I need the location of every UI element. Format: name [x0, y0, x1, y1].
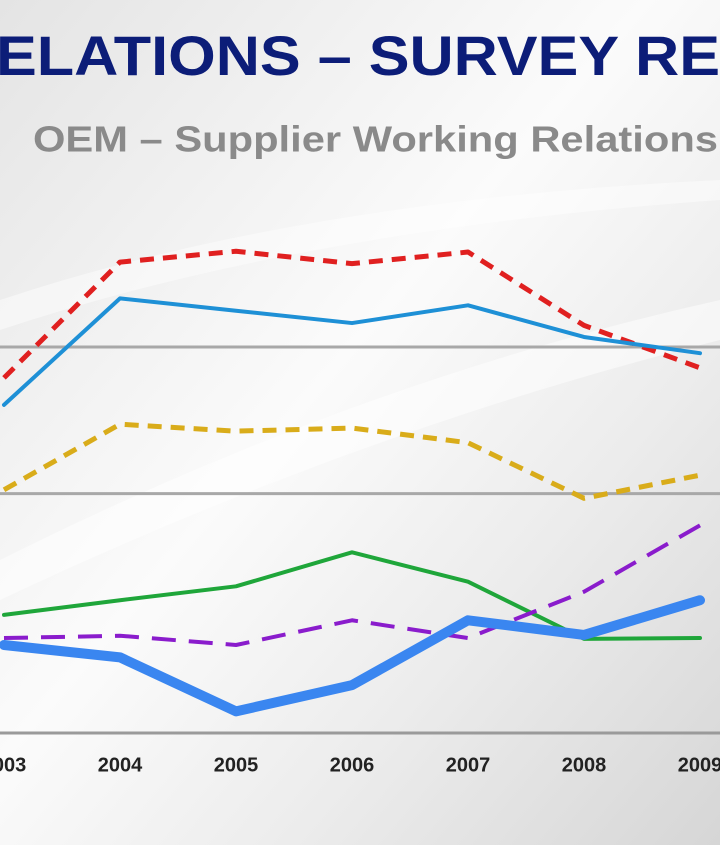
x-tick-label: 2009	[678, 754, 720, 776]
series-line	[3, 523, 701, 647]
x-tick-label: 2004	[98, 754, 143, 776]
x-tick-label: 2007	[446, 754, 491, 776]
x-tick-label: 2003	[0, 754, 26, 776]
background-streak	[0, 300, 720, 600]
series-line	[2, 248, 701, 380]
chart-title: ELATIONS – SURVEY RE	[0, 24, 720, 87]
x-tick-label: 2005	[214, 754, 259, 776]
series-line	[2, 296, 702, 407]
series-line	[2, 421, 701, 501]
x-tick-label: 2006	[330, 754, 375, 776]
x-tick-label: 2008	[562, 754, 607, 776]
chart-subtitle: OEM – Supplier Working Relations	[33, 119, 718, 160]
background-streak	[0, 180, 720, 330]
series-line	[0, 595, 705, 717]
plot-area: 2003 2004 2005 2006 2007 2008 2009	[0, 248, 720, 776]
